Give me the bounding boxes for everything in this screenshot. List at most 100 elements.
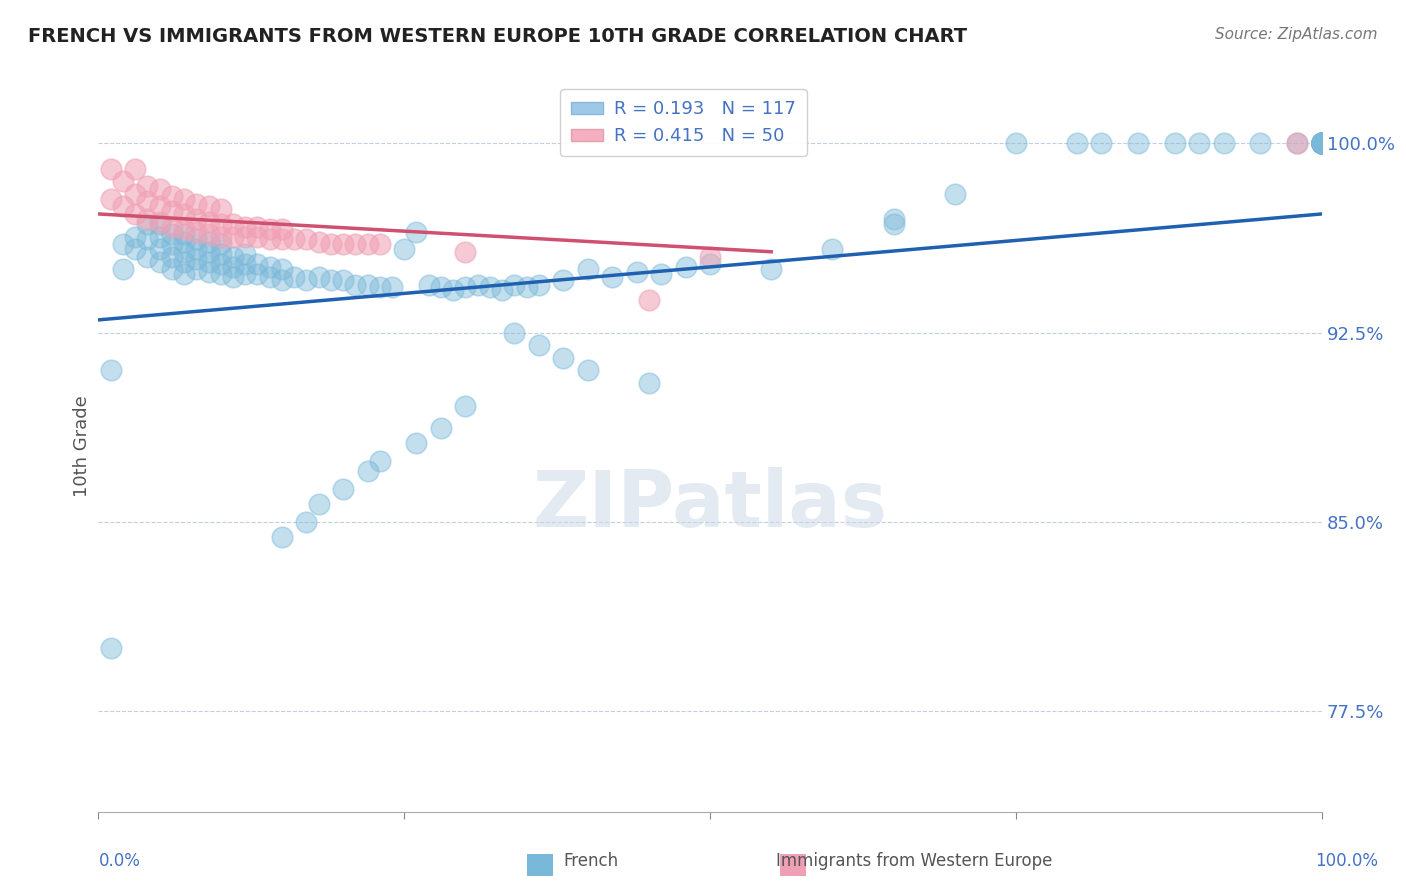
Point	[186, 242, 208, 256]
Point	[149, 199, 172, 213]
Point	[222, 229, 245, 244]
Point	[344, 237, 367, 252]
Point	[368, 237, 391, 252]
Point	[1249, 136, 1271, 151]
Point	[197, 214, 219, 228]
Point	[149, 182, 172, 196]
Point	[1090, 136, 1112, 151]
Point	[173, 207, 195, 221]
Point	[233, 257, 256, 271]
Point	[259, 232, 281, 246]
Point	[454, 280, 477, 294]
Point	[209, 268, 232, 282]
Point	[270, 272, 294, 286]
Point	[1310, 136, 1333, 151]
Point	[332, 237, 354, 252]
Point	[160, 189, 183, 203]
Point	[356, 464, 378, 478]
Point	[136, 179, 159, 194]
Point	[149, 242, 172, 256]
Point	[136, 217, 159, 231]
Point	[441, 283, 464, 297]
Point	[259, 270, 281, 285]
Point	[1004, 136, 1026, 151]
Point	[356, 277, 378, 292]
Point	[160, 237, 183, 252]
Point	[1286, 136, 1309, 151]
Point	[1188, 136, 1211, 151]
Point	[136, 212, 159, 227]
Point	[124, 229, 146, 244]
Point	[149, 229, 172, 244]
Point	[246, 268, 269, 282]
Text: ZIPatlas: ZIPatlas	[533, 467, 887, 542]
Text: 0.0%: 0.0%	[98, 852, 141, 870]
Point	[637, 376, 661, 390]
Point	[821, 242, 844, 256]
Point	[319, 272, 342, 286]
Point	[943, 186, 966, 201]
Point	[553, 272, 575, 286]
Point	[197, 199, 219, 213]
Point	[1310, 136, 1333, 151]
Point	[197, 244, 219, 259]
Point	[637, 293, 661, 307]
Point	[186, 225, 208, 239]
Point	[100, 161, 122, 176]
Point	[503, 277, 526, 292]
Point	[761, 262, 783, 277]
Point	[270, 530, 294, 544]
Point	[270, 232, 294, 246]
Point	[454, 399, 477, 413]
Point	[186, 252, 208, 267]
Text: French: French	[562, 852, 619, 870]
Point	[527, 338, 550, 352]
Point	[173, 235, 195, 249]
Point	[699, 257, 721, 271]
Point	[295, 515, 318, 529]
Point	[308, 235, 330, 249]
Point	[111, 174, 134, 188]
Point	[392, 242, 416, 256]
Point	[111, 199, 134, 213]
Point	[111, 262, 134, 277]
Point	[418, 277, 440, 292]
Point	[883, 217, 905, 231]
Point	[149, 214, 172, 228]
Point	[600, 270, 623, 285]
Legend: R = 0.193   N = 117, R = 0.415   N = 50: R = 0.193 N = 117, R = 0.415 N = 50	[560, 89, 807, 156]
Point	[136, 250, 159, 264]
Point	[308, 497, 330, 511]
Point	[124, 186, 146, 201]
Point	[173, 227, 195, 241]
Point	[209, 237, 232, 252]
Point	[160, 262, 183, 277]
Point	[233, 219, 256, 234]
Point	[173, 255, 195, 269]
Point	[233, 229, 256, 244]
Point	[209, 247, 232, 261]
Point	[368, 454, 391, 468]
Point	[186, 232, 208, 246]
Point	[1310, 136, 1333, 151]
Point	[209, 202, 232, 216]
Point	[319, 237, 342, 252]
Point	[197, 255, 219, 269]
Point	[197, 235, 219, 249]
Point	[491, 283, 513, 297]
Point	[149, 255, 172, 269]
Point	[149, 217, 172, 231]
Point	[124, 242, 146, 256]
Text: Source: ZipAtlas.com: Source: ZipAtlas.com	[1215, 27, 1378, 42]
Text: Immigrants from Western Europe: Immigrants from Western Europe	[776, 852, 1052, 870]
Point	[883, 212, 905, 227]
Point	[209, 217, 232, 231]
Point	[1310, 136, 1333, 151]
Point	[454, 244, 477, 259]
Point	[160, 204, 183, 219]
Point	[1212, 136, 1234, 151]
Point	[222, 217, 245, 231]
Point	[576, 262, 599, 277]
Point	[381, 280, 404, 294]
Point	[173, 222, 195, 236]
